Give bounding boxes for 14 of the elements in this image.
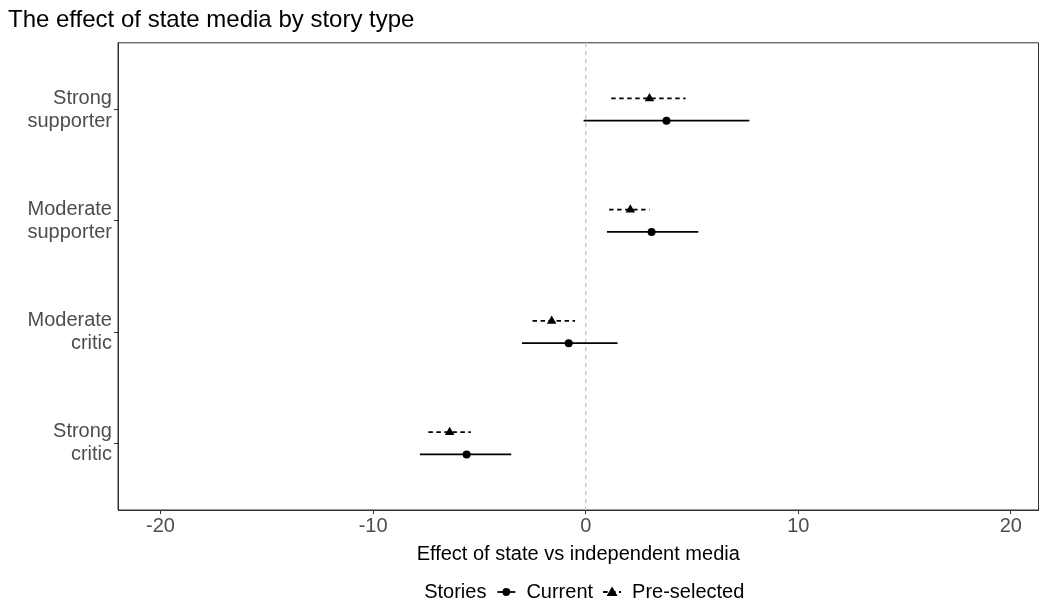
y-tick-label: Moderate critic <box>27 308 112 354</box>
legend-label: Current <box>526 579 594 601</box>
chart-title: The effect of state media by story type <box>8 5 415 33</box>
y-tick-label: Strong supporter <box>27 85 113 131</box>
y-tick-label: Strong critic <box>53 419 112 465</box>
x-tick-label: 20 <box>999 513 1022 536</box>
x-tick-label: 10 <box>787 513 810 536</box>
legend-title: Stories <box>424 579 487 601</box>
y-tick-label: Moderate supporter <box>27 196 113 242</box>
x-axis-title: Effect of state vs independent media <box>416 541 741 564</box>
x-tick-label: 0 <box>580 513 592 536</box>
legend-label: Pre-selected <box>632 579 745 601</box>
x-tick-label: -20 <box>146 513 175 536</box>
x-tick-label: -10 <box>358 513 388 536</box>
